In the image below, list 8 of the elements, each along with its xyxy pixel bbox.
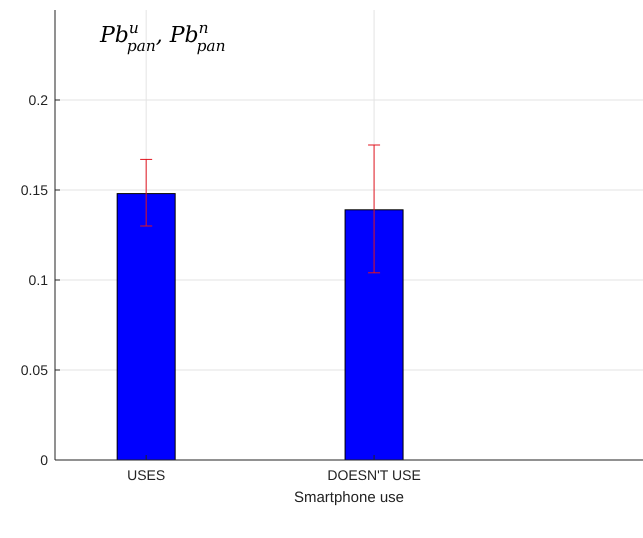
x-tick-label: USES: [127, 467, 166, 483]
y-tick-label: 0.15: [20, 182, 48, 198]
x-tick-label: DOESN'T USE: [327, 467, 421, 483]
y-tick-label: 0: [40, 452, 48, 468]
y-tick-label: 0.2: [28, 92, 48, 108]
x-axis-title: Smartphone use: [294, 489, 404, 506]
y-tick-label: 0.1: [28, 272, 48, 288]
y-tick-label: 0.05: [20, 362, 48, 378]
